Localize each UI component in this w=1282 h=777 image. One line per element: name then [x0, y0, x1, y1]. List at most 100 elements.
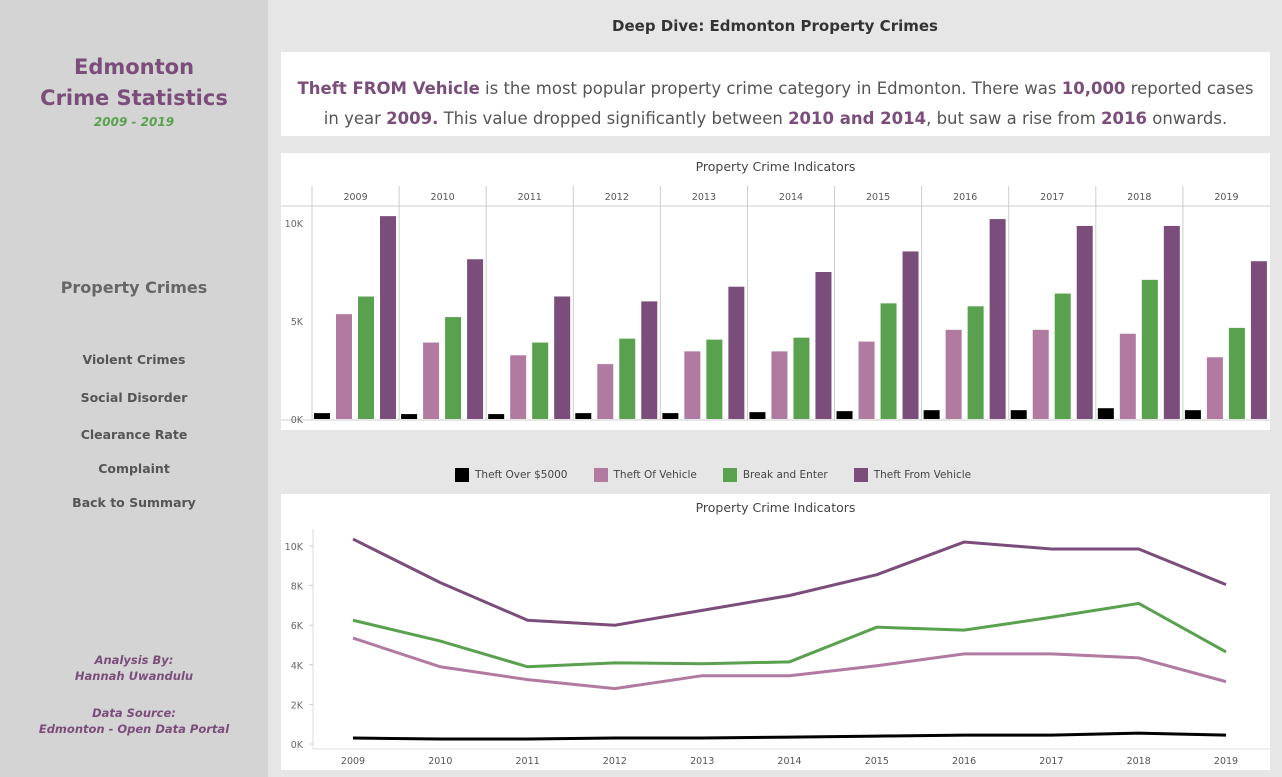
- text: reported cases in year: [323, 79, 1254, 128]
- source-label: Data Source:: [92, 706, 176, 720]
- highlight: 2016: [1101, 109, 1147, 128]
- legend-item-theft-of-vehicle[interactable]: Theft Of Vehicle: [593, 468, 697, 482]
- year-header: 2010: [431, 192, 455, 203]
- bar-break-and-enter: [1141, 279, 1158, 419]
- legend-swatch: [593, 468, 608, 482]
- bar-theft-of-vehicle: [945, 329, 962, 419]
- highlight: 2010 and 2014: [788, 109, 927, 128]
- line-chart-title: Property Crime Indicators: [695, 500, 856, 515]
- year-header: 2016: [953, 192, 977, 203]
- bar-theft-over-5000: [836, 411, 853, 419]
- bar-theft-from-vehicle: [989, 219, 1006, 419]
- year-header: 2017: [1040, 192, 1064, 203]
- x-tick-label: 2015: [865, 756, 889, 767]
- bar-theft-of-vehicle: [510, 355, 527, 419]
- bar-break-and-enter: [445, 317, 462, 419]
- year-range: 2009 - 2019: [93, 115, 175, 129]
- bar-theft-from-vehicle: [902, 251, 919, 419]
- year-header: 2019: [1214, 192, 1238, 203]
- legend-swatch: [455, 468, 469, 482]
- x-tick-label: 2010: [428, 756, 452, 767]
- x-tick-label: 2016: [952, 756, 976, 767]
- legend-label: Theft From Vehicle: [873, 469, 972, 481]
- year-header: 2009: [343, 192, 367, 203]
- page-title: Deep Dive: Edmonton Property Crimes: [612, 17, 938, 35]
- year-header: 2014: [779, 192, 803, 203]
- bar-theft-over-5000: [1184, 410, 1201, 419]
- text: onwards.: [1146, 109, 1228, 128]
- bar-theft-from-vehicle: [1163, 225, 1180, 419]
- bar-theft-of-vehicle: [858, 341, 875, 419]
- year-header: 2013: [692, 192, 716, 203]
- dashboard-title-line1: Edmonton: [73, 55, 195, 79]
- sidebar: Edmonton Crime Statistics 2009 - 2019 Pr…: [0, 0, 268, 777]
- bar-theft-of-vehicle: [771, 351, 788, 419]
- legend-label: Break and Enter: [742, 469, 828, 481]
- bar-chart: 0K 5K 10K 2009 2010 2011 2012 2013 2014 2015 2016 2…: [281, 186, 1270, 426]
- year-header: 2018: [1127, 192, 1151, 203]
- bar-theft-over-5000: [401, 414, 418, 419]
- legend-item-theft-from-vehicle[interactable]: Theft From Vehicle: [853, 468, 972, 482]
- nav-violent-crimes[interactable]: Violent Crimes: [82, 352, 186, 367]
- legend: Theft Over $5000 Theft Of Vehicle Break …: [455, 468, 997, 482]
- x-tick-label: 2017: [1039, 756, 1063, 767]
- text: , but saw a rise from: [926, 109, 1102, 128]
- y-tick-label: 0K: [291, 740, 304, 751]
- highlight: 10,000: [1061, 79, 1126, 98]
- bar-theft-of-vehicle: [423, 342, 440, 419]
- nav-back-to-summary[interactable]: Back to Summary: [72, 495, 196, 510]
- x-tick-label: 2014: [777, 756, 801, 767]
- legend-swatch: [853, 468, 868, 482]
- line-theft-over-5000: [352, 731, 1227, 741]
- year-header: 2015: [866, 192, 890, 203]
- text: is the most popular property crime categ…: [479, 79, 1062, 98]
- nav-clearance-rate[interactable]: Clearance Rate: [80, 427, 188, 442]
- bar-break-and-enter: [358, 296, 374, 419]
- y-tick-label: 5K: [291, 317, 304, 328]
- year-header: 2012: [605, 192, 629, 203]
- bar-theft-from-vehicle: [641, 301, 658, 419]
- line-break-and-enter: [352, 601, 1227, 669]
- bar-break-and-enter: [1054, 293, 1071, 419]
- bar-break-and-enter: [619, 338, 636, 419]
- legend-label: Theft Over $5000: [475, 469, 568, 481]
- bar-chart-panel: Property Crime Indicators 0K 5K 10K 2009 201…: [281, 153, 1270, 430]
- y-tick-label: 4K: [291, 661, 304, 672]
- bar-break-and-enter: [880, 303, 897, 419]
- bar-theft-from-vehicle: [467, 259, 484, 419]
- x-tick-label: 2013: [690, 756, 714, 767]
- bar-theft-of-vehicle: [1032, 329, 1049, 419]
- bar-theft-over-5000: [488, 414, 505, 419]
- line-theft-of-vehicle: [352, 636, 1227, 691]
- y-tick-label: 0K: [291, 415, 304, 426]
- bar-theft-from-vehicle: [1250, 261, 1267, 419]
- bar-theft-over-5000: [314, 413, 330, 419]
- legend-label: Theft Of Vehicle: [613, 469, 697, 481]
- analysis-label: Analysis By:: [94, 653, 174, 667]
- bar-break-and-enter: [967, 306, 984, 419]
- dashboard-title-line2: Crime Statistics: [40, 86, 228, 110]
- bar-break-and-enter: [1228, 327, 1245, 419]
- y-tick-label: 6K: [291, 621, 304, 632]
- bar-theft-from-vehicle: [1076, 225, 1093, 419]
- line-chart: 0K 2K 4K 6K 8K 10K 2009 2010 2011 2012 2013 2014 201…: [285, 529, 1270, 767]
- line-theft-from-vehicle: [352, 537, 1227, 627]
- nav-property-crimes[interactable]: Property Crimes: [60, 278, 208, 297]
- bar-theft-over-5000: [575, 413, 592, 419]
- y-tick-label: 10K: [285, 219, 304, 230]
- bar-theft-over-5000: [923, 410, 940, 419]
- bar-theft-over-5000: [1010, 410, 1027, 419]
- legend-swatch: [722, 468, 737, 482]
- bar-theft-from-vehicle: [728, 286, 745, 419]
- x-tick-label: 2012: [603, 756, 627, 767]
- x-tick-label: 2011: [516, 756, 540, 767]
- nav-complaint[interactable]: Complaint: [98, 461, 170, 476]
- legend-item-theft-over-5000[interactable]: Theft Over $5000: [455, 468, 568, 482]
- bar-theft-of-vehicle: [336, 314, 352, 419]
- nav-social-disorder[interactable]: Social Disorder: [80, 390, 188, 405]
- legend-item-break-and-enter[interactable]: Break and Enter: [722, 468, 828, 482]
- bar-theft-of-vehicle: [1119, 333, 1136, 419]
- bar-theft-from-vehicle: [554, 296, 571, 419]
- highlight: 2009.: [386, 109, 439, 128]
- bar-theft-of-vehicle: [684, 351, 701, 419]
